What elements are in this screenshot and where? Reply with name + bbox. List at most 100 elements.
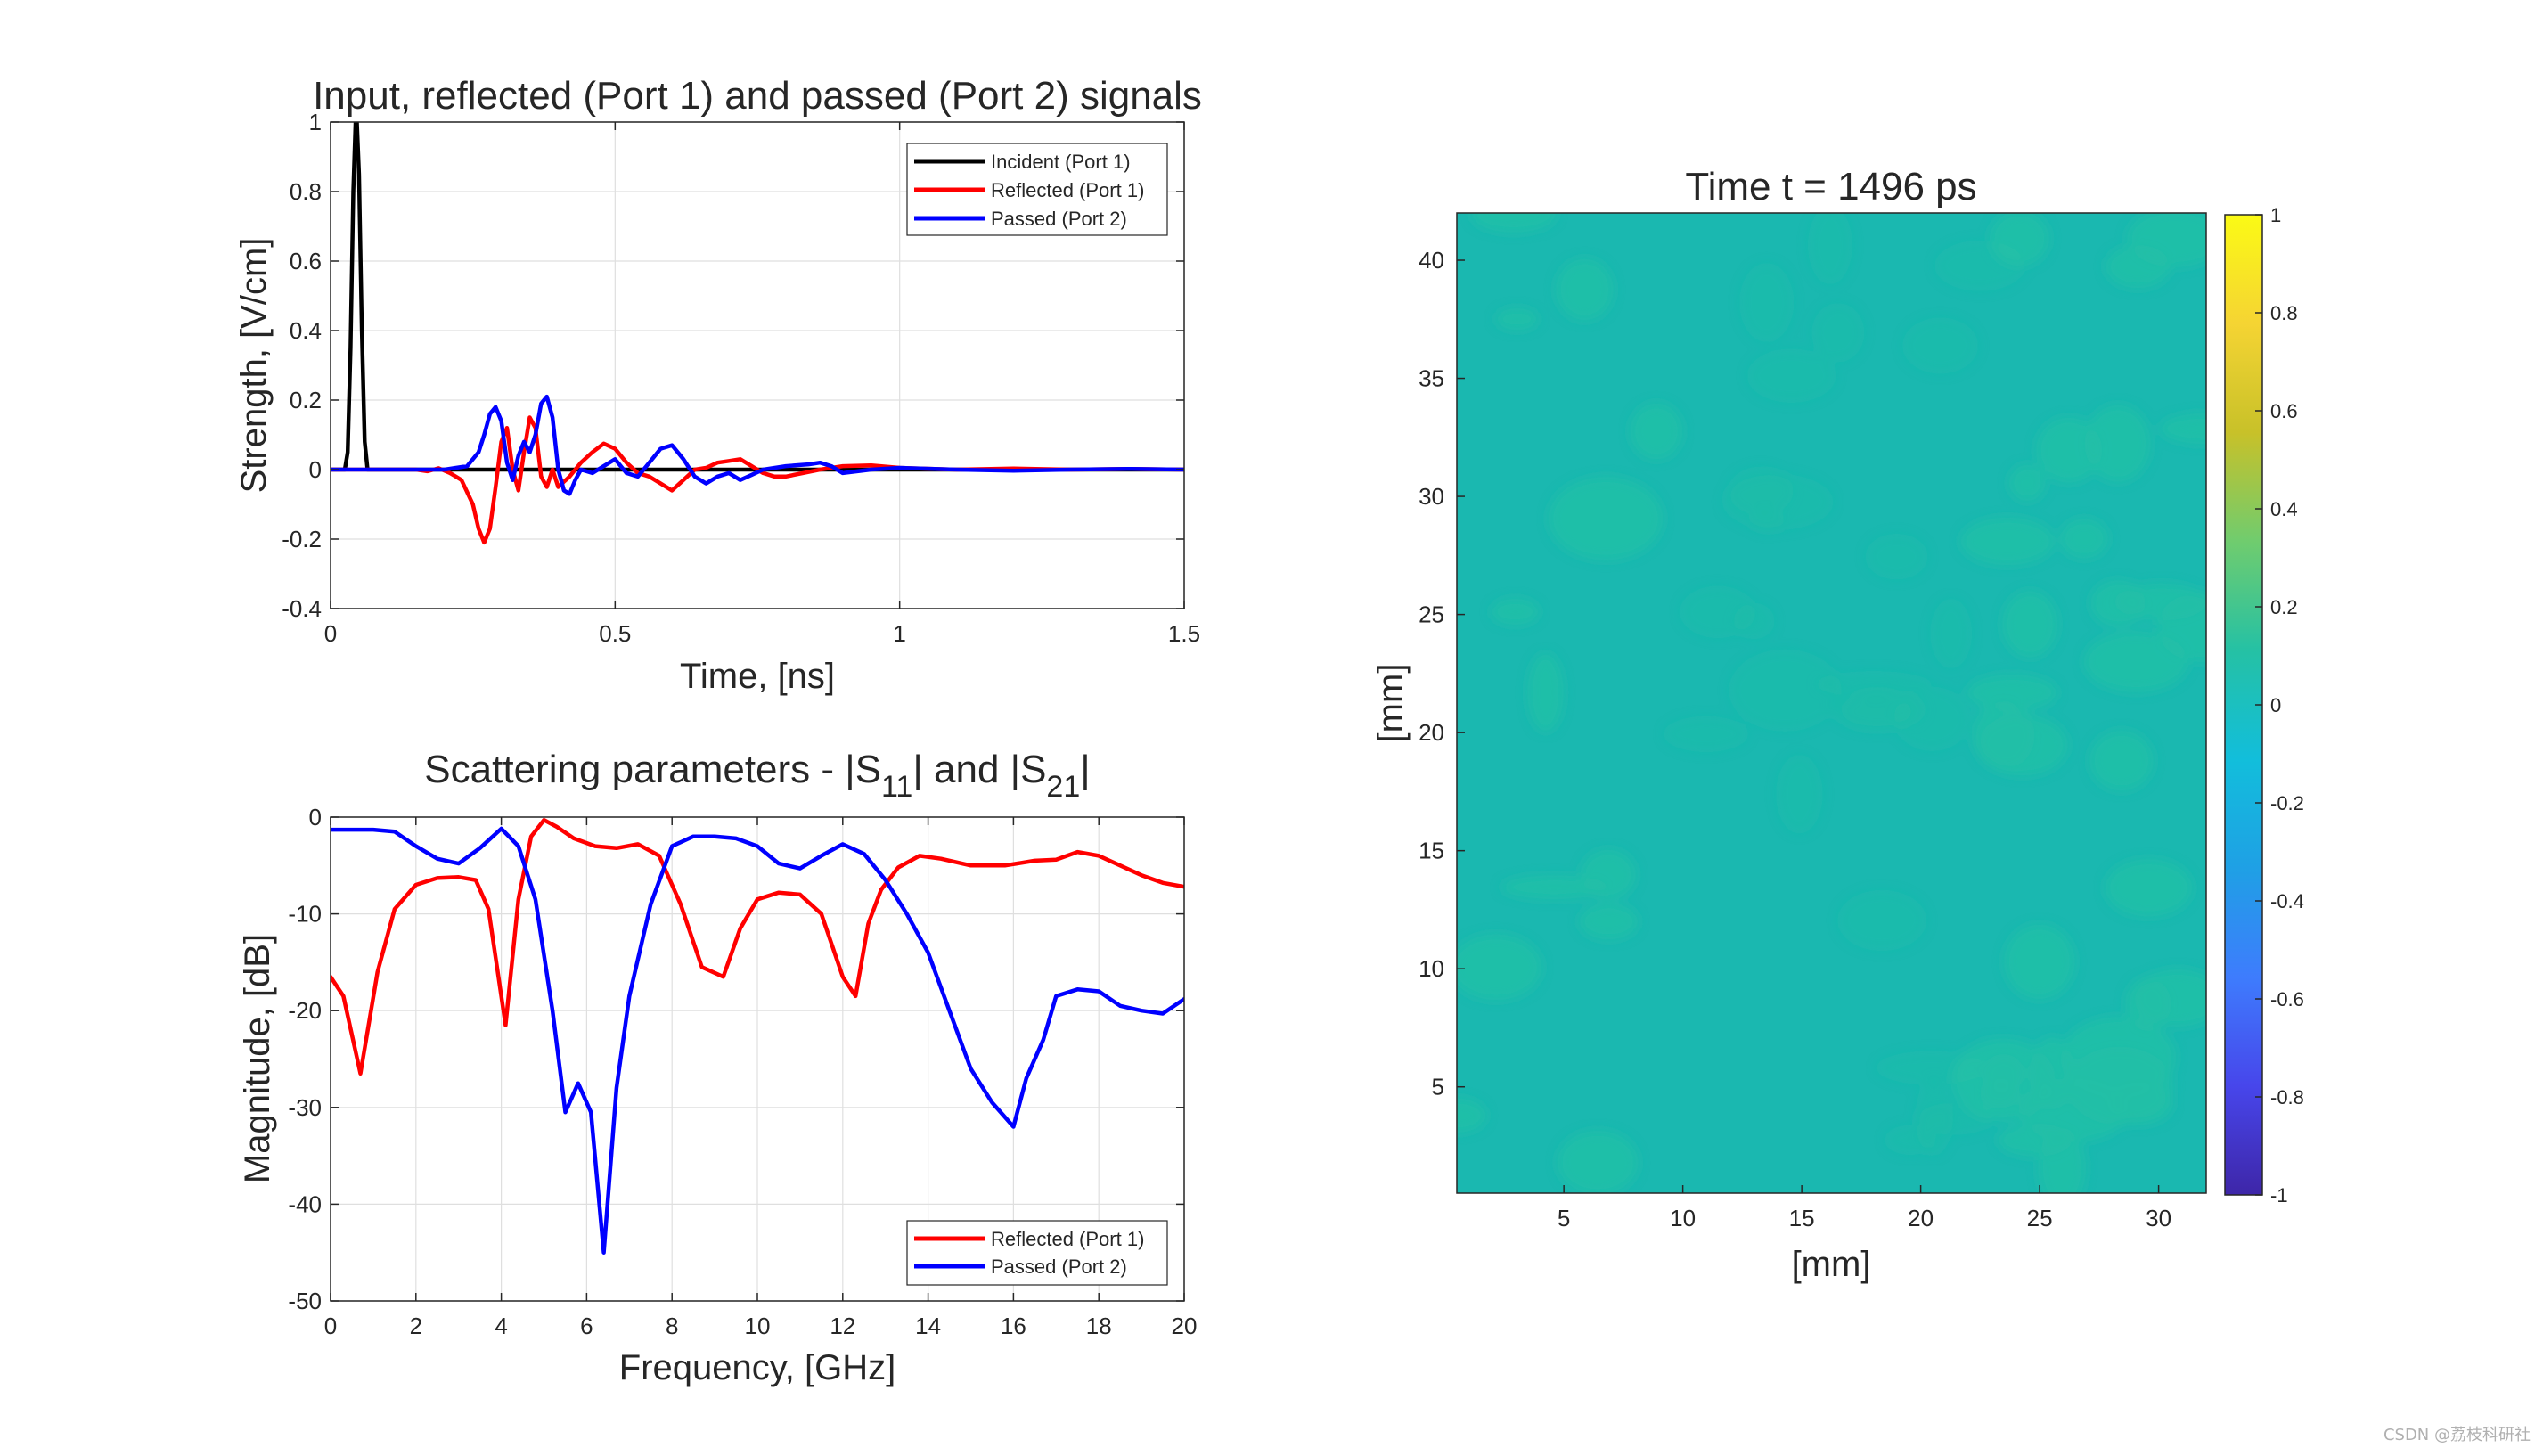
field-xtick-label: 10	[1670, 1205, 1696, 1231]
time-ytick-label: 0	[309, 456, 322, 483]
field-texture-blob	[1471, 213, 1557, 233]
freq-xtick-label: 14	[915, 1313, 941, 1339]
field-texture-blob	[1930, 599, 1973, 669]
field-texture-blob	[1967, 674, 2058, 711]
time-ytick-label: 0.4	[290, 317, 322, 344]
time-ytick-label: -0.2	[282, 526, 322, 552]
freq-series-line-0	[331, 818, 1184, 1076]
freq-x-axis-label: Frequency, [GHz]	[619, 1348, 895, 1387]
field-xtick-label: 20	[1908, 1205, 1934, 1231]
field-texture-blob	[1829, 687, 1926, 732]
field-ytick-label: 20	[1419, 719, 1444, 746]
field-texture-blob	[2008, 464, 2046, 502]
field-texture-blob	[1630, 403, 1683, 460]
colorbar-tick-labels: -1 -0.8 -0.6 -0.4 -0.2 0 0.2 0.4 0.6 0.8 1	[2255, 204, 2304, 1207]
field-texture-blob	[2105, 859, 2193, 917]
freq-xtick-label: 12	[830, 1313, 855, 1339]
field-xtick-label: 25	[2027, 1205, 2053, 1231]
colorbar-tick-label: 0.2	[2270, 596, 2298, 618]
field-ytick-label: 35	[1419, 365, 1444, 392]
time-plot-frame	[330, 121, 1185, 609]
field-texture-blob	[1491, 598, 1540, 626]
freq-title-part-2: | and |S	[912, 748, 1046, 791]
field-texture-blob	[1960, 517, 2055, 566]
field-texture-blob	[2133, 969, 2206, 1027]
field-texture-blob	[2036, 417, 2102, 483]
freq-xtick-label: 20	[1172, 1313, 1198, 1339]
colorbar-tick-label: 1	[2270, 204, 2281, 226]
field-ytick-label: 40	[1419, 247, 1444, 274]
field-xtick-label: 5	[1558, 1205, 1570, 1231]
field-texture-blob	[2090, 579, 2146, 627]
field-x-axis-label: [mm]	[1792, 1245, 1871, 1284]
field-texture-blob	[1457, 934, 1542, 1001]
colorbar-tick-label: -0.4	[2270, 890, 2304, 912]
freq-y-axis-label: Magnitude, [dB]	[238, 934, 277, 1183]
field-tick-labels: 5 10 15 20 25 30 5 10 15 20 25 30 35 40	[1419, 247, 2171, 1231]
colorbar-tick-label: -1	[2270, 1184, 2288, 1207]
freq-xtick-label: 8	[666, 1313, 678, 1339]
freq-xtick-label: 10	[745, 1313, 771, 1339]
time-ytick-label: 0.8	[290, 178, 322, 205]
colorbar-tick-label: 0.6	[2270, 400, 2298, 422]
time-ytick-label: 0.2	[290, 387, 322, 413]
time-x-axis-label: Time, [ns]	[680, 657, 835, 696]
field-ytick-label: 15	[1419, 838, 1444, 864]
colorbar-tick-label: -0.8	[2270, 1086, 2304, 1108]
time-ytick-label: 1	[309, 109, 322, 135]
time-ytick-label: -0.4	[282, 595, 322, 622]
time-legend-label-reflected: Reflected (Port 1)	[991, 179, 1144, 201]
colorbar-tick-label: 0.8	[2270, 302, 2298, 324]
freq-ytick-label: -10	[288, 901, 322, 928]
time-series-lines	[331, 122, 1184, 545]
field-texture-blob	[2156, 592, 2206, 662]
field-texture-blob	[2060, 519, 2108, 559]
field-texture-blob	[1728, 467, 1794, 515]
field-texture-blob	[2061, 1017, 2177, 1098]
freq-title-part-3: |	[1080, 748, 1090, 791]
field-texture-blob	[1885, 1125, 1936, 1156]
field-texture-blob	[2160, 413, 2206, 445]
field-ytick-label: 5	[1432, 1074, 1444, 1100]
freq-tick-labels: 0 2 4 6 8 10 12 14 16 18 20 -50 -40 -30 -20 -10 0	[288, 804, 1197, 1339]
freq-chart-title: Scattering parameters - |S11| and |S21|	[424, 748, 1090, 804]
time-series-line-1	[331, 415, 1184, 545]
field-texture-blob	[1990, 213, 2049, 266]
field-texture-blob	[1495, 307, 1539, 331]
freq-title-sub-11: 11	[881, 770, 912, 804]
field-texture-blob	[1527, 653, 1564, 732]
freq-legend-label-passed: Passed (Port 2)	[991, 1256, 1127, 1278]
time-y-axis-label: Strength, [V/cm]	[234, 238, 274, 494]
freq-title-part-1: Scattering parameters - |S	[424, 748, 881, 791]
freq-legend: Reflected (Port 1) Passed (Port 2)	[906, 1220, 1168, 1286]
freq-ytick-label: -30	[288, 1094, 322, 1121]
field-texture-blob	[2127, 213, 2206, 267]
freq-ytick-label: -20	[288, 997, 322, 1024]
field-plot-frame	[1456, 212, 2207, 1194]
field-texture-blob	[1808, 213, 1852, 285]
freq-legend-label-reflected: Reflected (Port 1)	[991, 1228, 1144, 1250]
field-texture-blob	[1581, 849, 1637, 900]
field-texture	[1457, 213, 2206, 1193]
field-texture-blob	[1977, 714, 2068, 776]
time-chart-title: Input, reflected (Port 1) and passed (Po…	[313, 74, 1202, 118]
freq-xtick-label: 0	[324, 1313, 337, 1339]
field-ytick-label: 30	[1419, 483, 1444, 510]
colorbar-tick-label: -0.2	[2270, 792, 2304, 814]
freq-series-lines	[331, 818, 1184, 1255]
field-texture-blob	[1815, 671, 1932, 698]
field-texture-blob	[1746, 348, 1836, 403]
time-legend: Incident (Port 1) Reflected (Port 1) Pas…	[906, 143, 1168, 236]
field-texture-blob	[1664, 716, 1749, 752]
field-texture-blob	[1837, 889, 1927, 952]
time-xtick-label: 1.5	[1168, 620, 1200, 647]
field-ytick-label: 25	[1419, 601, 1444, 628]
field-texture-blob	[1865, 533, 1928, 580]
field-texture-blob	[2085, 405, 2151, 482]
freq-series-line-1	[331, 826, 1184, 1255]
freq-ytick-label: -50	[288, 1288, 322, 1314]
freq-ytick-label: 0	[309, 804, 322, 830]
field-texture-blob	[1748, 510, 1785, 533]
